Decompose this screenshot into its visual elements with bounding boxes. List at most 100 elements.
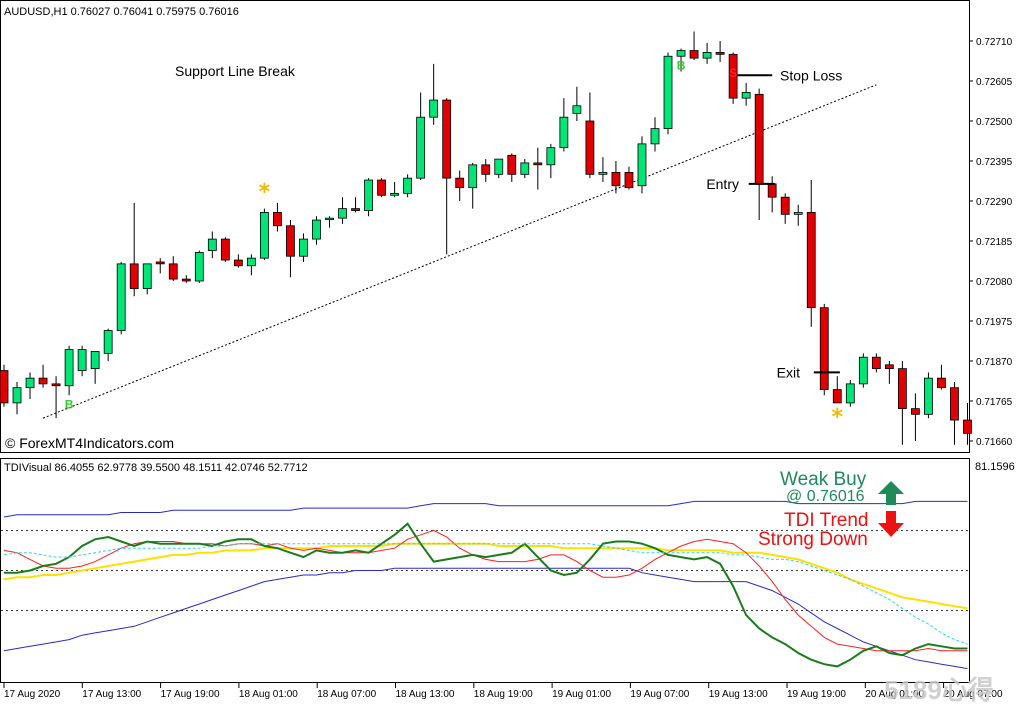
candle-body: [572, 105, 582, 114]
candle: [64, 345, 74, 396]
y-tick-label: 0.71765: [976, 397, 1013, 408]
candle-body: [741, 92, 751, 99]
candle-body: [142, 263, 152, 290]
candle-body: [12, 387, 22, 404]
y-tick-label: 0.72290: [976, 197, 1013, 208]
candle: [676, 48, 686, 72]
candle-body: [181, 278, 191, 282]
x-tick-label: 17 Aug 13:00: [82, 689, 141, 700]
candle-body: [246, 257, 256, 267]
strong-down-label: Strong Down: [758, 529, 868, 550]
candle-body: [116, 263, 126, 331]
candle: [546, 143, 556, 179]
candle: [637, 136, 647, 194]
candle-body: [715, 52, 725, 55]
candle: [0, 364, 9, 407]
tdi-header: TDIVisual 86.4055 62.9778 39.5500 48.151…: [4, 462, 308, 474]
candle: [286, 220, 295, 278]
candle-body: [585, 120, 595, 175]
star-icon: *: [259, 180, 271, 205]
candle-body: [871, 356, 881, 370]
candle: [911, 393, 920, 441]
candle: [585, 92, 595, 179]
candle: [181, 275, 191, 283]
candle: [129, 202, 139, 297]
support-trendline-layer: [42, 84, 877, 419]
y-tick-label: 0.71975: [976, 317, 1013, 328]
candle-body: [442, 99, 452, 179]
candle-body: [194, 252, 204, 282]
candle: [819, 303, 829, 396]
x-tick-label: 19 Aug 07:00: [630, 689, 689, 700]
tdi-right-value: 81.1596: [975, 461, 1015, 473]
candle-body: [273, 212, 282, 227]
candle: [924, 372, 933, 419]
candle: [155, 258, 165, 274]
candle-body: [64, 349, 74, 387]
candle-body: [546, 147, 556, 166]
tdi-fast-line: [3, 543, 968, 645]
price-axis: 0.72710 0.72605 0.72500 0.72395 0.72290 0.721…: [969, 37, 1013, 448]
candle: [403, 174, 413, 198]
candle: [963, 402, 972, 445]
tdi-signal-line: [3, 529, 968, 652]
buy-marker: B: [65, 398, 74, 412]
candle: [12, 381, 22, 415]
arrow-down-icon: [878, 511, 904, 537]
candle: [246, 254, 256, 276]
candle: [259, 208, 269, 261]
candle: [507, 153, 517, 182]
tdi-upper-band: [3, 500, 968, 518]
candle: [455, 170, 465, 201]
y-tick-label: 0.72605: [976, 77, 1013, 88]
candle: [338, 197, 347, 224]
candle-body: [819, 307, 829, 390]
tdi-lower-band: [3, 567, 968, 670]
candle-body: [168, 263, 178, 280]
candle: [871, 353, 881, 373]
candle: [25, 372, 35, 400]
support-line-break-annotation: Support Line Break: [175, 63, 296, 79]
y-tick-label: 0.72500: [976, 117, 1013, 128]
candle: [429, 63, 439, 125]
candle: [689, 31, 699, 61]
y-tick-label: 0.71870: [976, 357, 1013, 368]
weak-buy-price: @ 0.76016: [786, 488, 865, 505]
candle: [858, 353, 868, 388]
candle-body: [858, 356, 868, 385]
candle-body: [103, 330, 113, 354]
candle-body: [494, 158, 504, 175]
candle-body: [220, 238, 230, 261]
candle: [390, 181, 400, 198]
candle: [572, 86, 582, 121]
candle: [611, 161, 621, 194]
candle: [273, 202, 282, 232]
x-tick-label: 19 Aug 13:00: [709, 689, 768, 700]
candle: [741, 82, 751, 106]
time-axis: 17 Aug 2020 17 Aug 13:00 17 Aug 19:00 18 Au…: [3, 683, 1003, 700]
x-tick-label: 18 Aug 19:00: [474, 689, 533, 700]
candle-body: [767, 183, 777, 198]
candle: [233, 254, 243, 268]
candle-body: [90, 351, 100, 370]
symbol-header: AUDUSD,H1 0.76027 0.76041 0.75975 0.7601…: [4, 6, 239, 18]
candle: [520, 159, 530, 179]
candle-body: [611, 172, 621, 187]
x-tick-label: 20 Aug 07:00: [944, 689, 1003, 700]
level-label: Stop Loss: [780, 67, 842, 83]
candle-body: [650, 128, 660, 145]
candle-body: [481, 164, 491, 175]
level-label: Exit: [777, 364, 800, 380]
candle: [299, 233, 308, 262]
candle: [207, 231, 217, 259]
y-tick-label: 0.72080: [976, 277, 1013, 288]
tdi-lines-layer: [1, 500, 969, 670]
candles-layer: [0, 31, 972, 445]
candle-body: [468, 164, 478, 189]
candle-body: [624, 172, 634, 189]
candle: [351, 197, 360, 213]
candle-body: [884, 364, 894, 370]
star-icon: *: [832, 405, 844, 430]
candle: [559, 98, 569, 152]
candle: [90, 351, 100, 384]
